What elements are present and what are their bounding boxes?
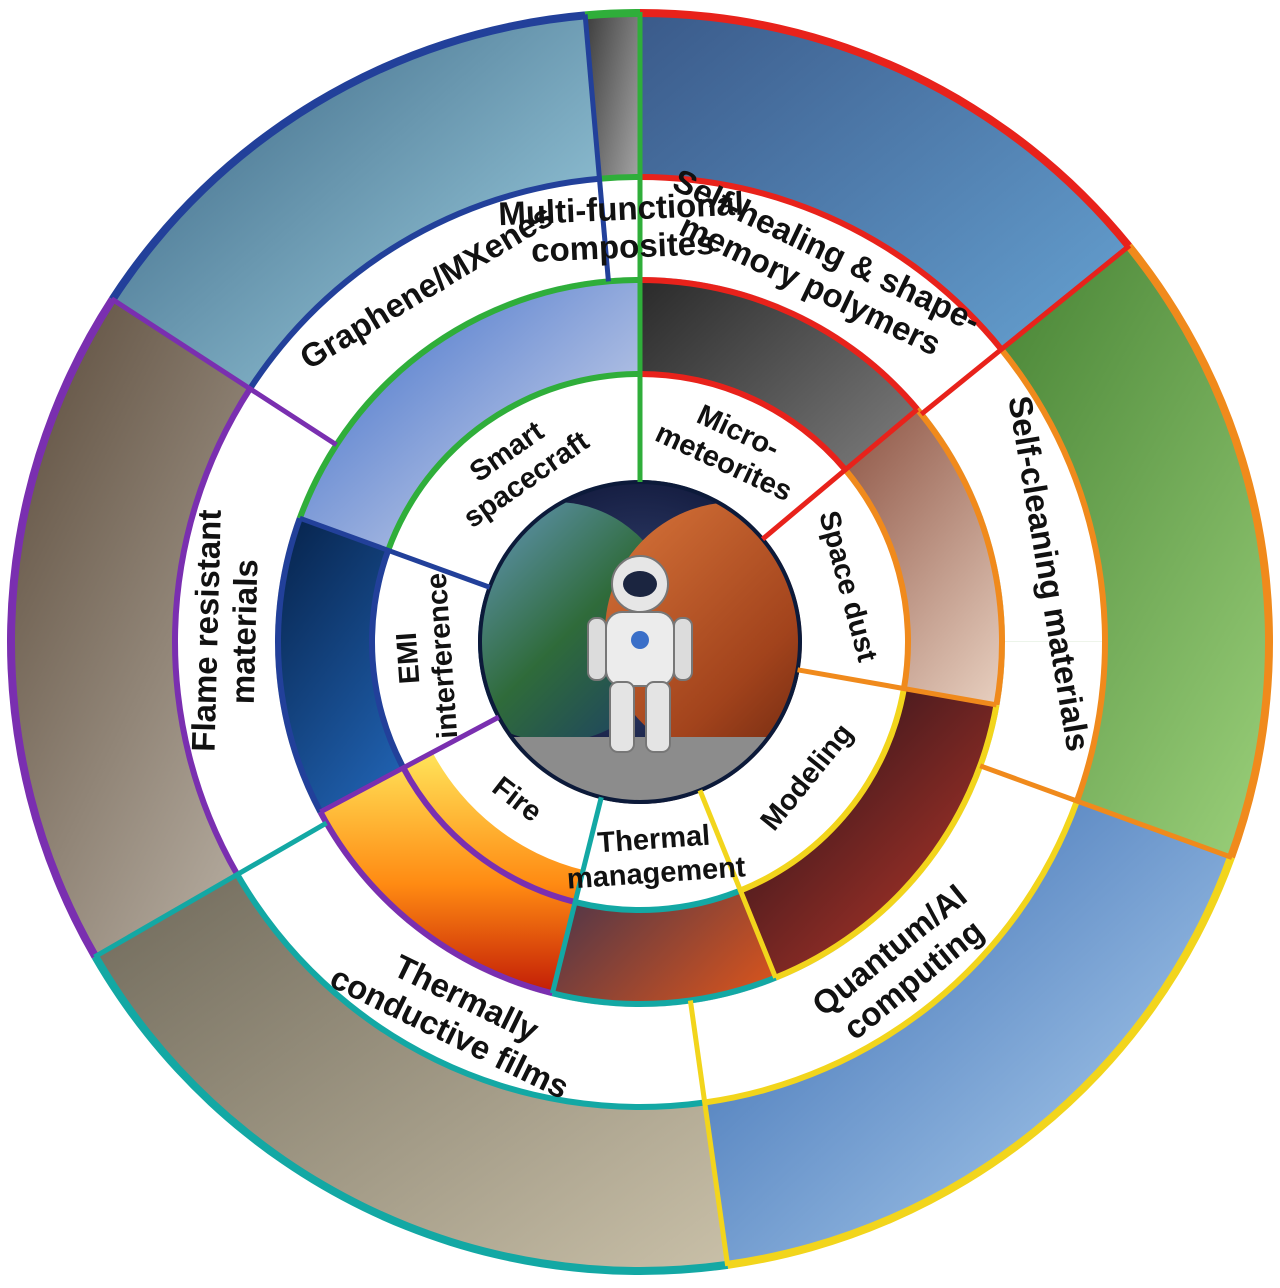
- outer-divider: [93, 820, 328, 960]
- inner-label-line: Thermal: [596, 820, 711, 860]
- fire-label-band: [432, 718, 601, 871]
- outer-band-arc: [599, 174, 640, 182]
- inner-divider: [697, 789, 778, 979]
- astronaut-icon: [587, 555, 693, 753]
- inner-rim-arc: [915, 407, 1005, 706]
- inner-rim-arc: [297, 277, 640, 520]
- inner-divider: [797, 667, 997, 708]
- inner-rim-arc: [551, 974, 777, 1007]
- inner-divider: [549, 796, 604, 994]
- inner-divider: [319, 714, 500, 815]
- outer-divider: [687, 1000, 731, 1267]
- outer-divider: [979, 763, 1233, 860]
- scuba-researcher-molecule-photo: [640, 12, 1130, 413]
- inner-band-arc: [369, 549, 407, 770]
- inner-band-arc: [574, 887, 742, 913]
- outer-divider: [919, 243, 1132, 417]
- outer-rim-arc: [7, 297, 116, 959]
- outer-rim-arc: [91, 954, 729, 1275]
- inner-band-arc: [385, 371, 640, 552]
- label-bands: [175, 176, 1106, 1107]
- inner-divider: [760, 407, 919, 542]
- outer-label-line: composites: [530, 224, 715, 269]
- outer-rim-arc: [584, 9, 640, 20]
- outer-divider: [110, 296, 338, 447]
- inner-band-arc: [843, 467, 911, 690]
- flames-photo: [320, 752, 584, 994]
- outer-band-arc: [234, 873, 706, 1110]
- outer-label-line: materials: [224, 559, 265, 705]
- sector-dividers: [7, 9, 1274, 1275]
- outer-band-arc: [171, 387, 253, 876]
- robot-with-chemical-formulas-photo: [690, 766, 1233, 1266]
- inner-label-line: EMI: [391, 631, 427, 685]
- graphene-lattice-photo: [111, 14, 609, 444]
- inner-divider: [298, 515, 491, 590]
- center-scene: [480, 482, 800, 802]
- outer-label-line: Flame resistant: [184, 509, 227, 752]
- outer-divider: [582, 14, 611, 282]
